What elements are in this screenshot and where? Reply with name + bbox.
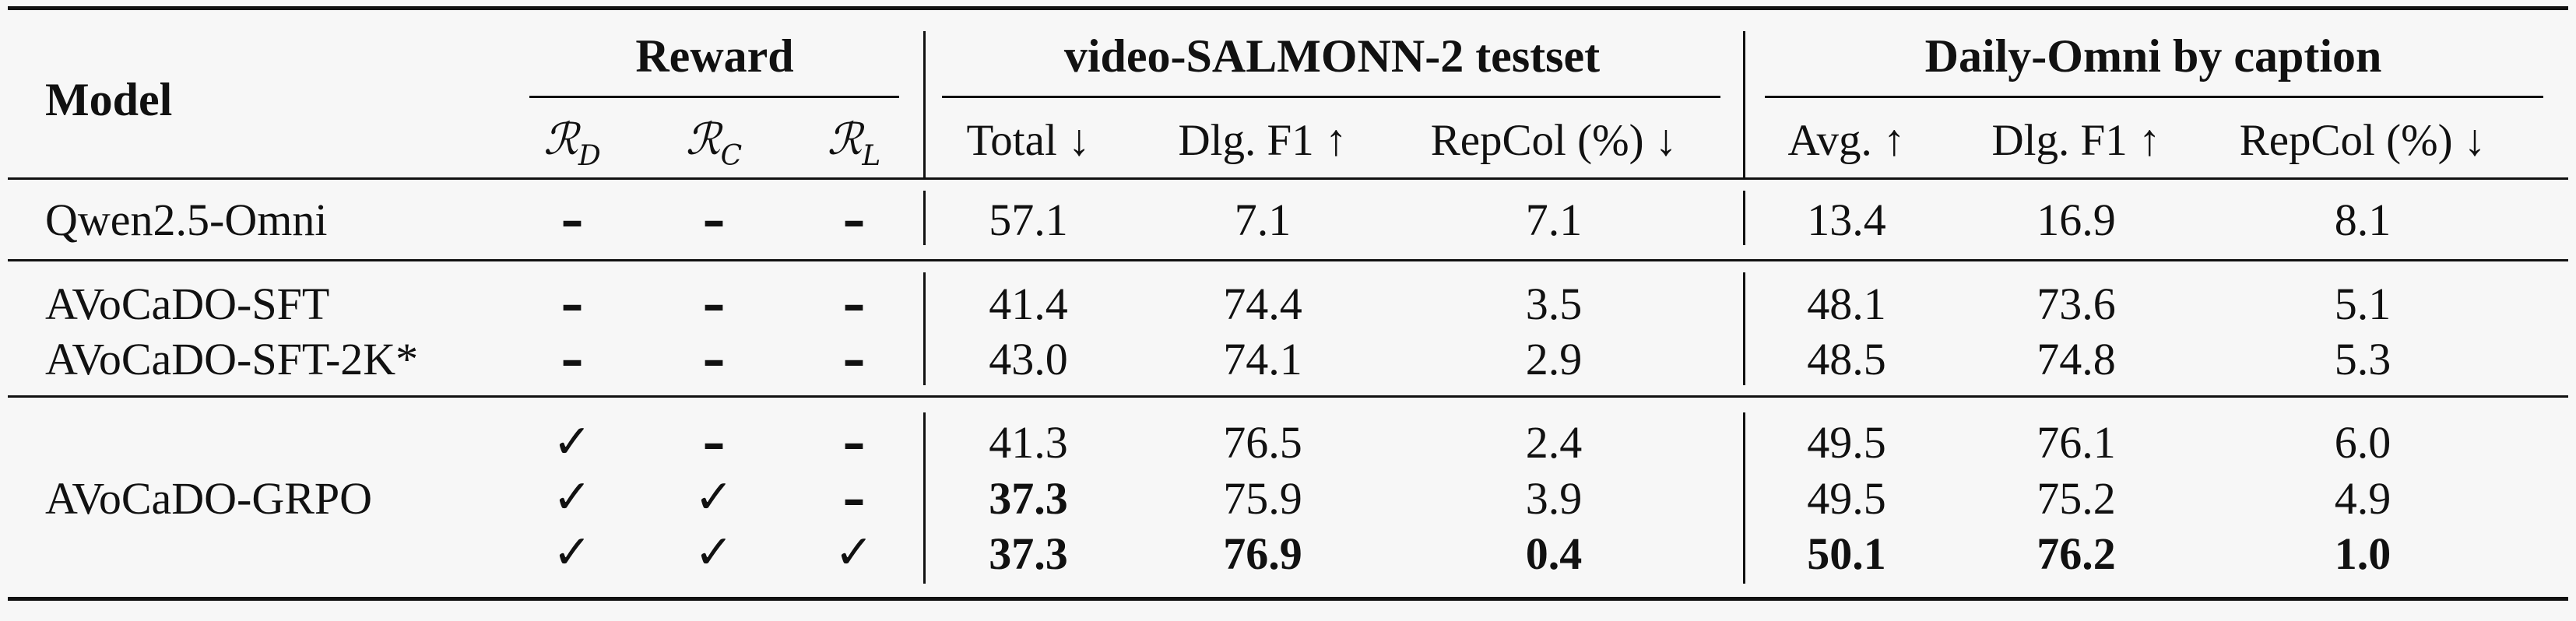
dailyomni-group-rule [1765, 96, 2543, 98]
cell-dlg-f1-salmonn: 74.1 [1223, 334, 1302, 384]
cell-dlg-f1-dailyomni: 75.2 [2037, 473, 2116, 524]
cell-dlg-f1-dailyomni: 74.8 [2037, 334, 2116, 384]
vrule-2-sec3 [1743, 412, 1745, 584]
metric-header-dlg-f1-salmonn: Dlg. F1 ↑ [1178, 116, 1348, 165]
model-header: Model [45, 74, 173, 125]
cell-total: 43.0 [989, 334, 1068, 384]
row-rc: ✓ [694, 470, 734, 525]
row-rc: – [702, 333, 726, 386]
cell-dlg-f1-salmonn: 7.1 [1234, 195, 1292, 245]
metric-header-dlg-f1-dailyomni: Dlg. F1 ↑ [1991, 116, 2161, 165]
row-rd: ✓ [552, 415, 592, 469]
vrule-2-row1 [1743, 191, 1745, 245]
cell-total: 41.3 [989, 417, 1068, 468]
cell-repcol-salmonn: 0.4 [1525, 528, 1583, 579]
row-rc: – [702, 278, 726, 331]
cell-repcol-dailyomni: 5.3 [2334, 334, 2391, 384]
row-rl: – [842, 472, 866, 525]
row-rd: – [561, 333, 584, 386]
cell-dlg-f1-dailyomni: 76.2 [2037, 528, 2116, 579]
header-rule [8, 177, 2568, 180]
reward-rd-header: ℛD [543, 114, 601, 172]
metric-header-repcol-salmonn: RepCol (%) ↓ [1430, 116, 1678, 165]
cell-total: 37.3 [989, 473, 1068, 524]
cell-total: 37.3 [989, 528, 1068, 579]
metric-header-repcol-dailyomni: RepCol (%) ↓ [2239, 116, 2486, 165]
section-rule-1 [8, 259, 2568, 261]
cell-dlg-f1-dailyomni: 73.6 [2037, 279, 2116, 329]
reward-rl-header: ℛL [827, 114, 881, 172]
group-header-reward: Reward [635, 30, 794, 82]
group-header-dailyomni: Daily-Omni by caption [1924, 30, 2382, 82]
top-rule [8, 6, 2568, 10]
row-rc: – [702, 416, 726, 469]
cell-dlg-f1-salmonn: 74.4 [1223, 279, 1302, 329]
cell-repcol-dailyomni: 5.1 [2334, 279, 2391, 329]
row-rc: ✓ [694, 525, 734, 580]
row-model: AVoCaDO-SFT [45, 279, 330, 329]
cell-dlg-f1-salmonn: 76.5 [1223, 417, 1302, 468]
cell-dlg-f1-salmonn: 75.9 [1223, 473, 1302, 524]
row-model: Qwen2.5-Omni [45, 195, 328, 245]
row-rd: – [561, 194, 584, 247]
cell-avg: 49.5 [1807, 417, 1886, 468]
row-rd: ✓ [552, 470, 592, 525]
cell-avg: 13.4 [1807, 195, 1886, 245]
vrule-2-sec2 [1743, 272, 1745, 385]
reward-rc-header: ℛC [685, 114, 743, 172]
cell-repcol-salmonn: 3.5 [1525, 279, 1583, 329]
cell-repcol-salmonn: 2.9 [1525, 334, 1583, 384]
cell-avg: 49.5 [1807, 473, 1886, 524]
cell-repcol-salmonn: 7.1 [1525, 195, 1583, 245]
cell-dlg-f1-dailyomni: 16.9 [2037, 195, 2116, 245]
row-model: AVoCaDO-GRPO [45, 473, 373, 524]
vrule-1-sec2 [923, 272, 926, 385]
row-rl: – [842, 194, 866, 247]
cell-repcol-dailyomni: 6.0 [2334, 417, 2391, 468]
cell-total: 41.4 [989, 279, 1068, 329]
cell-repcol-dailyomni: 4.9 [2334, 473, 2391, 524]
cell-avg: 50.1 [1807, 528, 1886, 579]
salmonn-group-rule [942, 96, 1720, 98]
cell-repcol-dailyomni: 1.0 [2334, 528, 2391, 579]
cell-dlg-f1-dailyomni: 76.1 [2037, 417, 2116, 468]
vrule-1-header [923, 31, 926, 179]
section-rule-2 [8, 395, 2568, 398]
cell-total: 57.1 [989, 195, 1068, 245]
vrule-1-row1 [923, 191, 926, 245]
row-rd: ✓ [552, 525, 592, 580]
row-rl: – [842, 333, 866, 386]
metric-header-total: Total ↓ [966, 116, 1091, 165]
vrule-1-sec3 [923, 412, 926, 584]
reward-group-rule [529, 96, 899, 98]
cell-repcol-salmonn: 2.4 [1525, 417, 1583, 468]
group-header-salmonn: video-SALMONN-2 testset [1063, 30, 1601, 82]
metric-header-avg: Avg. ↑ [1787, 116, 1906, 165]
row-rl: – [842, 416, 866, 469]
cell-dlg-f1-salmonn: 76.9 [1223, 528, 1302, 579]
vrule-2-header [1743, 31, 1745, 179]
bottom-rule [8, 597, 2568, 601]
cell-avg: 48.5 [1807, 334, 1886, 384]
cell-repcol-dailyomni: 8.1 [2334, 195, 2391, 245]
row-rl: ✓ [834, 525, 874, 580]
cell-avg: 48.1 [1807, 279, 1886, 329]
row-rl: – [842, 278, 866, 331]
row-rc: – [702, 194, 726, 247]
row-rd: – [561, 278, 584, 331]
cell-repcol-salmonn: 3.9 [1525, 473, 1583, 524]
row-model: AVoCaDO-SFT-2K* [45, 334, 419, 384]
